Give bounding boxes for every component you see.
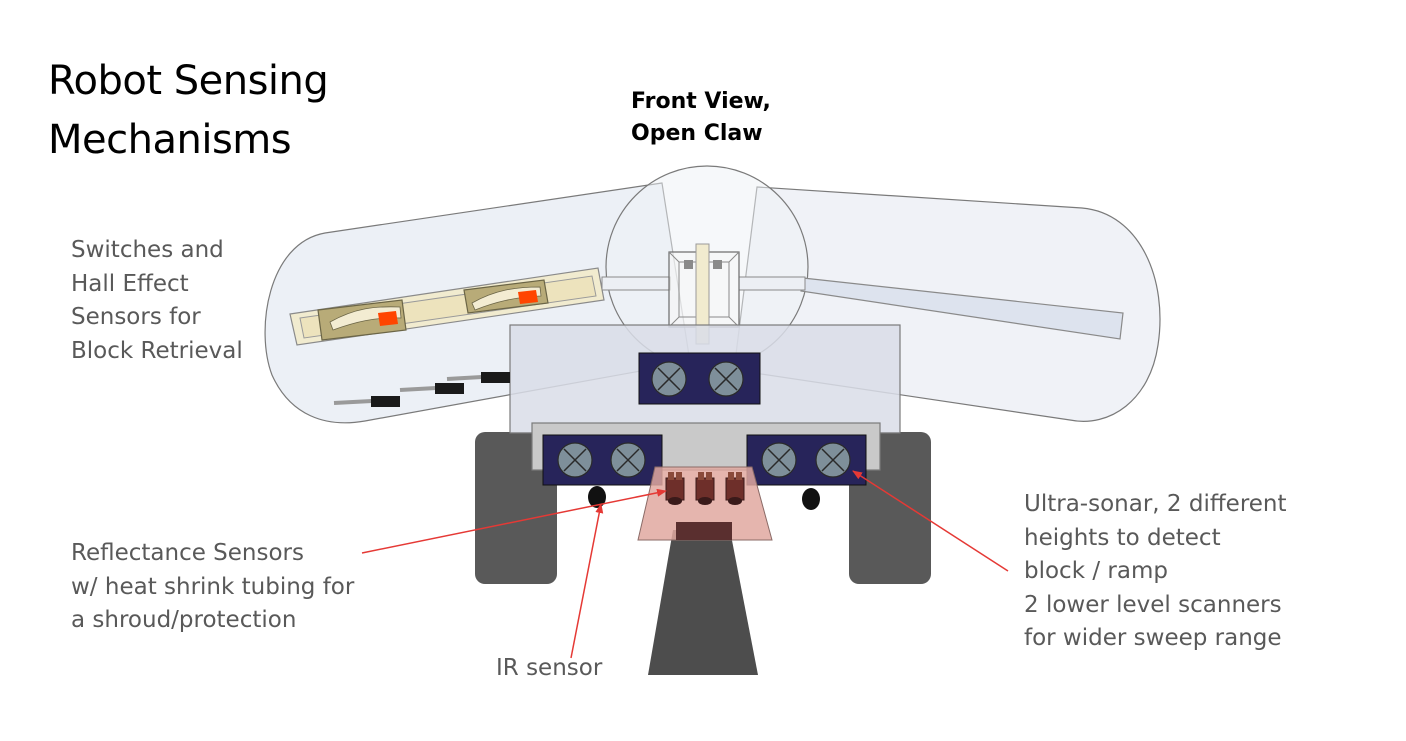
switches-label-line: Sensors for <box>71 304 201 330</box>
ultrasonic-label-line: block / ramp <box>1024 558 1168 584</box>
switches-label: Switches and Hall Effect Sensors for Blo… <box>71 234 243 368</box>
ultrasonic-label-line: 2 lower level scanners <box>1024 591 1282 618</box>
ir-sensor-right <box>802 488 820 510</box>
page-title: Robot Sensing Mechanisms <box>48 52 329 170</box>
switch-1 <box>333 396 400 407</box>
reflectance-label-line: a shroud/protection <box>71 607 297 633</box>
lower-left-ultrasonic-sensor <box>542 434 663 486</box>
reflectance-label-line: Reflectance Sensors <box>71 540 304 566</box>
view-subtitle-line-2: Open Claw <box>631 121 763 146</box>
ultrasonic-label-line: Ultra-sonar, 2 different <box>1024 491 1287 517</box>
view-subtitle-line-1: Front View, <box>631 89 771 114</box>
hall-sensor-1 <box>378 311 398 326</box>
ir-sensor-label: IR sensor <box>496 652 602 686</box>
ultrasonic-arrow <box>852 470 1009 572</box>
page-title-line-1: Robot Sensing <box>48 58 329 104</box>
lower-right-ultrasonic-sensor <box>746 434 867 486</box>
claw-switch-2 <box>463 279 549 314</box>
switch-2 <box>399 383 464 394</box>
reflectance-mount-slot <box>676 522 732 540</box>
upper-ultrasonic-sensor <box>638 352 761 405</box>
reflectance-arrow <box>361 488 667 554</box>
hall-sensor-2 <box>518 290 538 304</box>
claw-crossbar-left <box>601 276 671 291</box>
ultrasonic-label: Ultra-sonar, 2 different heights to dete… <box>1024 488 1287 656</box>
ground-track <box>648 530 758 675</box>
switches-label-line: Block Retrieval <box>71 337 243 364</box>
claw-switch-1 <box>317 299 407 341</box>
switches-label-line: Hall Effect <box>71 270 189 297</box>
switches-label-line: Switches and <box>71 237 224 263</box>
reflectance-label-line: w/ heat shrink tubing for <box>71 573 355 600</box>
reflectance-label: Reflectance Sensors w/ heat shrink tubin… <box>71 537 354 638</box>
reflectance-sensors <box>665 472 745 505</box>
claw-mount-bracket <box>668 243 740 345</box>
switch-3 <box>446 372 510 383</box>
view-subtitle: Front View, Open Claw <box>631 86 771 150</box>
ultrasonic-label-line: heights to detect <box>1024 524 1221 551</box>
ir-arrow <box>570 503 604 659</box>
page-title-line-2: Mechanisms <box>48 117 292 163</box>
ultrasonic-label-line: for wider sweep range <box>1024 625 1282 651</box>
ir-sensor-left <box>588 486 606 508</box>
ir-sensor-label-text: IR sensor <box>496 655 603 681</box>
claw-crossbar-right <box>738 276 806 291</box>
